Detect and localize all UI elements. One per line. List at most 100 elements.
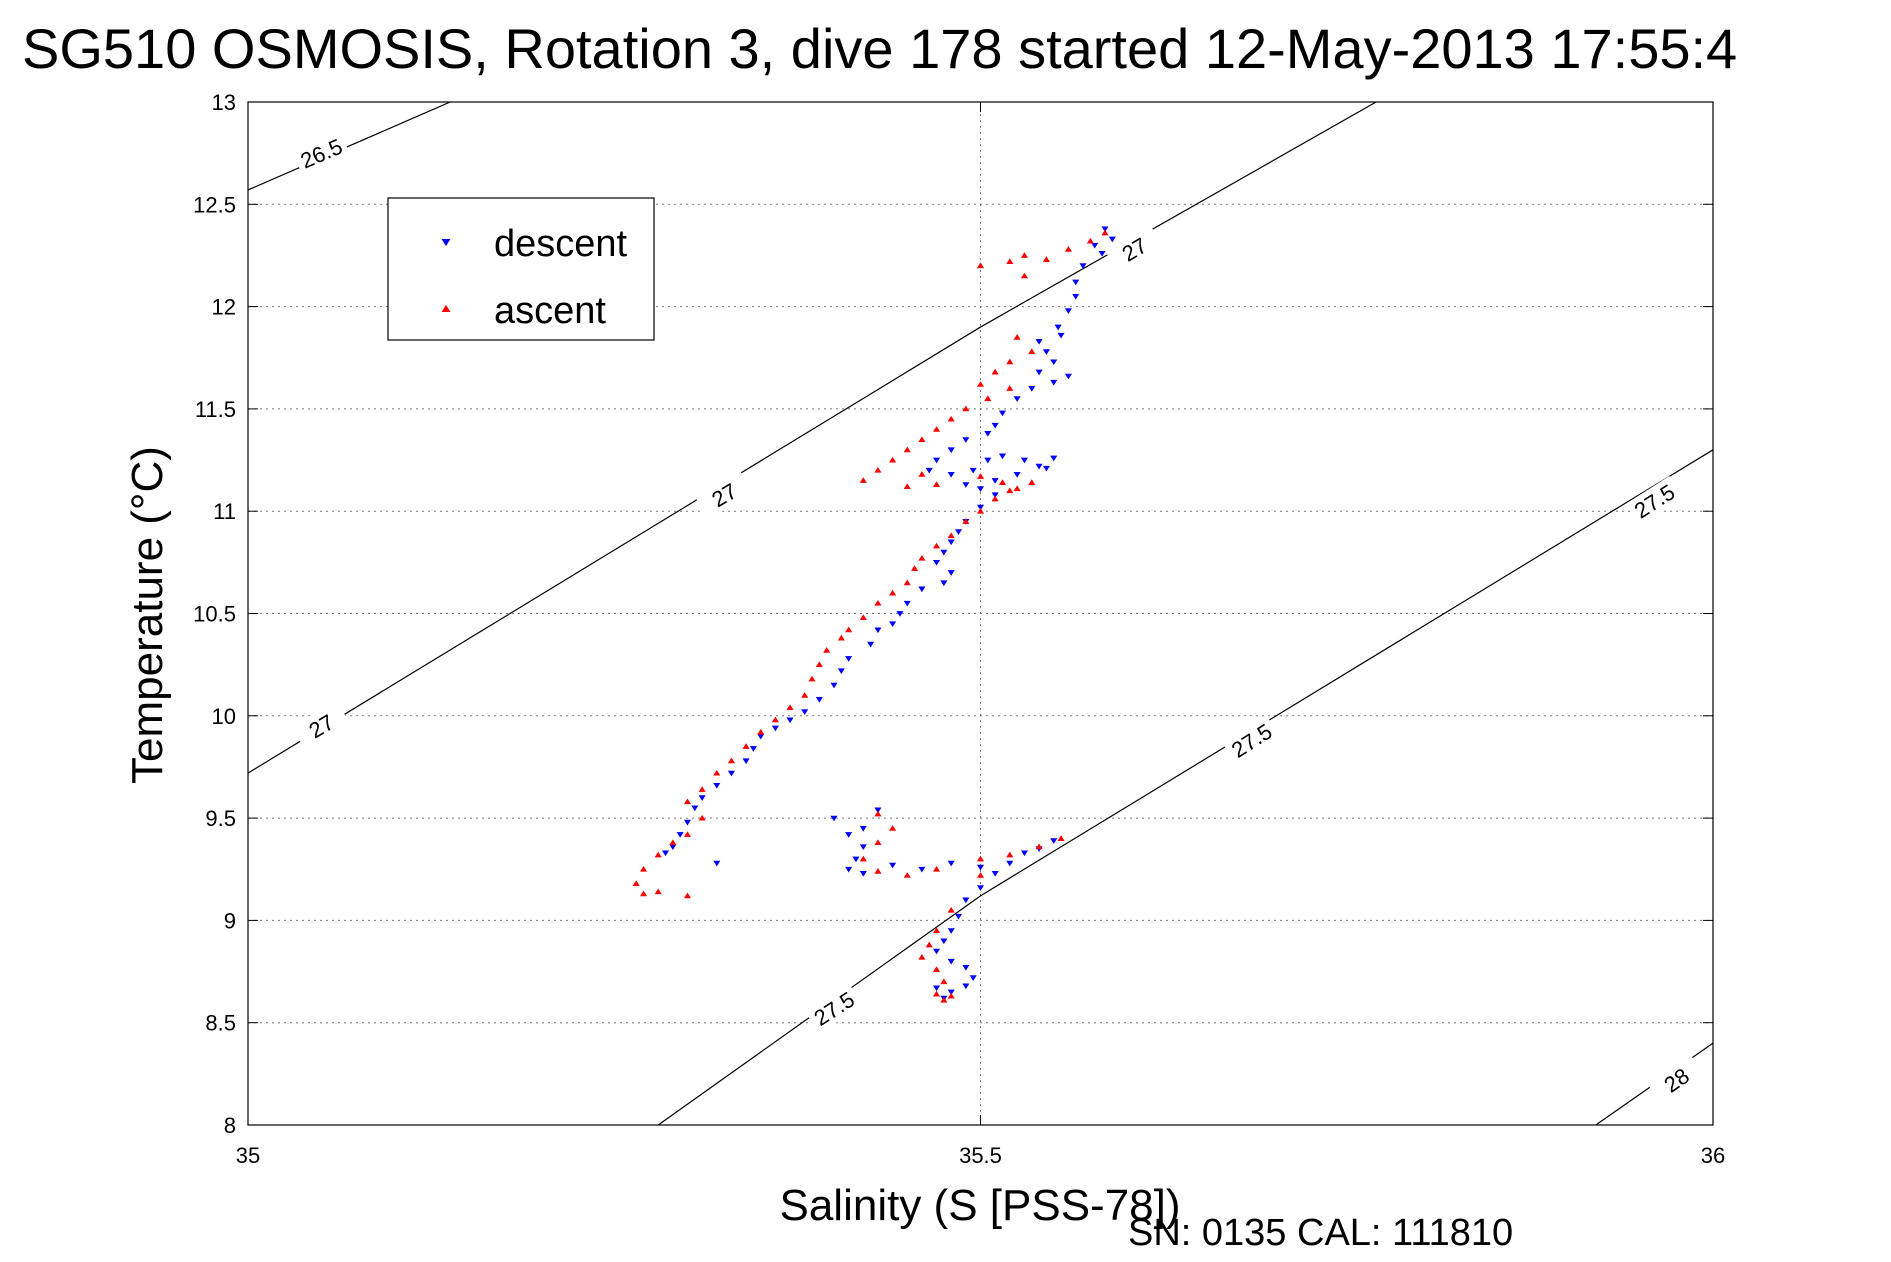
- descent-point: [991, 422, 999, 429]
- ascent-point: [918, 436, 926, 442]
- ascent-point: [947, 532, 955, 539]
- ascent-point: [991, 368, 999, 375]
- density-contour-line: [247, 101, 1377, 774]
- ascent-point: [801, 692, 809, 698]
- ascent-point: [903, 872, 911, 878]
- descent-point: [933, 457, 941, 464]
- descent-point: [713, 860, 721, 867]
- descent-point: [991, 870, 999, 877]
- ascent-point: [874, 600, 882, 606]
- ascent-point: [903, 579, 911, 586]
- descent-point: [984, 457, 992, 464]
- descent-point: [903, 600, 911, 607]
- descent-point: [947, 928, 955, 934]
- ascent-point: [859, 477, 867, 483]
- density-contour-line: [657, 449, 1714, 1126]
- ascent-point: [874, 868, 882, 874]
- descent-point: [962, 482, 970, 488]
- descent-point: [691, 805, 699, 812]
- descent-point: [801, 709, 809, 715]
- descent-point: [1020, 457, 1028, 464]
- descent-point: [969, 975, 977, 981]
- descent-point: [742, 758, 750, 765]
- descent-point: [845, 866, 853, 873]
- descent-point: [1006, 860, 1014, 867]
- ascent-point: [1028, 479, 1036, 485]
- ascent-point: [640, 890, 648, 897]
- descent-point: [976, 864, 985, 871]
- ascent-point: [874, 810, 882, 817]
- descent-point: [1042, 465, 1050, 472]
- descent-point: [933, 559, 941, 566]
- ascent-series: [632, 229, 1109, 1003]
- descent-point: [947, 989, 955, 996]
- descent-point: [1028, 386, 1036, 392]
- descent-point: [867, 641, 875, 648]
- ascent-point: [984, 395, 992, 402]
- ascent-point: [654, 888, 662, 895]
- ascent-point: [1006, 358, 1014, 365]
- descent-point: [698, 795, 706, 801]
- x-tick-label: 35.5: [959, 1143, 1002, 1168]
- ascent-point: [698, 786, 706, 792]
- y-tick-label: 12.5: [193, 192, 236, 217]
- ascent-point: [962, 518, 970, 524]
- descent-point: [1098, 251, 1106, 257]
- ascent-point: [874, 467, 882, 473]
- legend-label-descent: descent: [494, 223, 628, 265]
- descent-point: [1035, 338, 1043, 345]
- ascent-point: [669, 839, 677, 846]
- descent-point: [954, 913, 963, 920]
- ascent-point: [933, 927, 941, 934]
- descent-point: [933, 985, 941, 992]
- ascent-point: [976, 855, 985, 862]
- descent-point: [962, 437, 970, 443]
- x-tick-label: 35: [236, 1143, 260, 1168]
- descent-point: [1050, 838, 1058, 844]
- descent-point: [874, 807, 882, 814]
- descent-point: [845, 656, 853, 662]
- ascent-point: [1013, 334, 1021, 340]
- ascent-point: [918, 471, 926, 477]
- ascent-point: [889, 589, 897, 596]
- legend: descent ascent: [387, 197, 655, 341]
- ascent-point: [845, 626, 853, 633]
- contour-label-bg: [292, 130, 351, 176]
- legend-marker-ascent: [441, 304, 451, 312]
- y-tick-label: 8: [224, 1113, 236, 1138]
- ascent-point: [815, 661, 823, 668]
- ascent-point: [1064, 246, 1072, 252]
- ascent-point: [947, 415, 955, 422]
- descent-point: [889, 621, 897, 627]
- descent-point: [976, 486, 985, 492]
- descent-series: [661, 226, 1116, 1002]
- descent-point: [947, 471, 955, 478]
- ascent-point: [1042, 256, 1050, 262]
- descent-point: [889, 862, 897, 869]
- y-tick-label: 9: [224, 908, 236, 933]
- ascent-point: [742, 743, 750, 749]
- contour-label-bg: [1647, 1054, 1706, 1106]
- descent-point: [962, 897, 970, 904]
- ascent-point: [940, 978, 948, 985]
- ascent-point: [698, 814, 706, 821]
- descent-point: [1050, 455, 1058, 462]
- descent-point: [1072, 279, 1080, 286]
- density-contour-line: [247, 101, 451, 191]
- ascent-point: [1006, 258, 1014, 264]
- descent-point: [947, 860, 955, 867]
- ascent-point: [889, 825, 897, 831]
- legend-label-ascent: ascent: [494, 290, 606, 332]
- ascent-point: [962, 405, 970, 412]
- descent-point: [661, 850, 670, 857]
- ascent-point: [933, 966, 941, 972]
- y-tick-label: 11.5: [195, 397, 236, 422]
- y-tick-label: 10: [212, 704, 236, 729]
- ascent-point: [1020, 252, 1028, 258]
- ascent-point: [874, 839, 882, 846]
- x-axis-label: Salinity (S [PSS-78]): [779, 1181, 1180, 1230]
- descent-point: [1108, 236, 1116, 243]
- descent-point: [815, 697, 823, 703]
- descent-point: [683, 819, 692, 826]
